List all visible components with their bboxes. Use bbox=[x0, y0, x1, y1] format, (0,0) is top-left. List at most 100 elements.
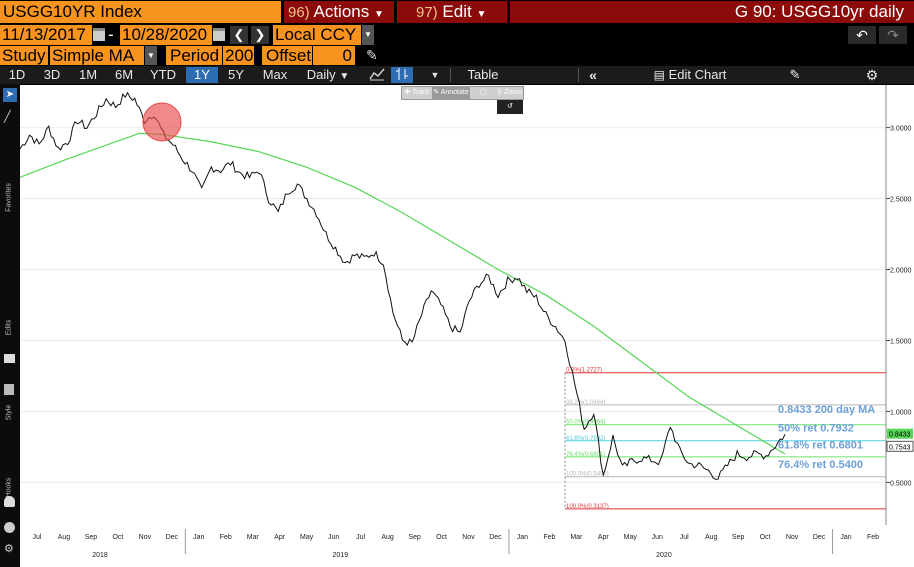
x-tick-label: Jan bbox=[193, 534, 204, 541]
x-tick-label: Mar bbox=[247, 534, 260, 541]
chevron-left-icon: ❮ bbox=[233, 27, 245, 42]
year-label: 2019 bbox=[333, 552, 349, 559]
last-value-flag-price bbox=[886, 440, 914, 452]
fib-level-label: 0.0%(1.2727) bbox=[566, 368, 602, 374]
x-tick-label: Dec bbox=[813, 534, 826, 541]
period-tab-5y[interactable]: 5Y bbox=[228, 67, 244, 82]
period-tab-max[interactable]: Max bbox=[262, 67, 288, 82]
undo-icon: ↶ bbox=[856, 27, 868, 43]
x-tick-label: Apr bbox=[598, 534, 610, 541]
cursor-icon[interactable]: ➤ bbox=[3, 88, 17, 102]
offset-input[interactable]: 0 bbox=[313, 46, 355, 65]
x-tick-label: Jul bbox=[33, 534, 42, 541]
undo-button[interactable]: ↶ bbox=[848, 26, 876, 44]
period-tab-3d[interactable]: 3D bbox=[43, 67, 61, 82]
window-title: G 90: USGG10yr daily bbox=[510, 1, 914, 23]
chevron-down-icon: ▼ bbox=[373, 9, 384, 20]
pencil-icon[interactable]: ✎ bbox=[366, 47, 378, 63]
frequency-select[interactable]: Daily ▼ bbox=[297, 67, 359, 83]
period-tab-1d[interactable]: 1D bbox=[8, 67, 26, 82]
price-chart[interactable]: 0.0%(1.2727) 38.2%(1.0464) 50.0%(0.9064) 61… bbox=[0, 84, 914, 567]
zoom-button[interactable]: ⚲ Zoom bbox=[496, 87, 523, 99]
title-bar: USGG10YR Index 96) Actions ▼ 97) Edit ▼ … bbox=[0, 0, 914, 25]
period-tab-1y[interactable]: 1Y bbox=[186, 67, 218, 83]
draw-line-icon[interactable]: ╱ bbox=[4, 111, 11, 123]
end-date-field[interactable]: 10/28/2020 bbox=[120, 25, 212, 45]
annotate-button[interactable]: ✎ Annotate bbox=[432, 87, 470, 99]
last-value-ma: 0.8433 bbox=[889, 432, 911, 439]
period-label: Period bbox=[166, 46, 222, 65]
search-icon: ⚲ bbox=[497, 89, 503, 96]
plot-area bbox=[20, 85, 886, 525]
x-tick-label: Jun bbox=[652, 534, 663, 541]
frequency-label: Daily bbox=[306, 67, 336, 82]
edit-chart-label: Edit Chart bbox=[668, 67, 727, 82]
study-bar: Study Simple MA ▼ Period 200 Offset 0 ✎ bbox=[0, 46, 914, 66]
y-tick-label: 0.5000 bbox=[890, 480, 912, 487]
annotate-icon: ✎ bbox=[433, 89, 440, 96]
calendar-icon[interactable] bbox=[213, 28, 225, 41]
last-value-price: 0.7543 bbox=[889, 444, 911, 451]
actions-menu[interactable]: 96) Actions ▼ bbox=[284, 1, 394, 23]
x-tick-label: May bbox=[624, 534, 638, 541]
table-button[interactable]: Table bbox=[467, 67, 499, 82]
y-tick-label: 3.0000 bbox=[890, 126, 912, 133]
offset-label: Offset bbox=[262, 46, 312, 65]
study-select[interactable]: Simple MA bbox=[50, 46, 144, 65]
x-tick-label: Jul bbox=[680, 534, 689, 541]
trash-icon[interactable] bbox=[4, 384, 14, 395]
candlestick-icon[interactable] bbox=[391, 67, 413, 83]
calendar-icon[interactable] bbox=[93, 28, 105, 41]
period-input[interactable]: 200 bbox=[223, 46, 254, 65]
next-range-button[interactable]: ❯ bbox=[251, 26, 269, 44]
x-tick-label: Jun bbox=[328, 534, 339, 541]
news-button[interactable]: ▢ News bbox=[470, 87, 496, 108]
annotate-label: Annotate bbox=[440, 89, 469, 96]
track-button[interactable]: ✚ Track bbox=[402, 87, 432, 99]
track-icon: ✚ bbox=[404, 89, 411, 96]
annotation-edit-icon[interactable]: ✎ bbox=[789, 67, 801, 82]
x-tick-label: Mar bbox=[570, 534, 583, 541]
study-dropdown-button[interactable]: ▼ bbox=[145, 46, 157, 65]
fib-level-label: 100.0%(0.3137) bbox=[566, 504, 609, 510]
reset-label: Reset bbox=[500, 117, 520, 124]
chart-type-dropdown[interactable]: ▼ bbox=[426, 67, 444, 83]
ma-annotation: 0.8433 200 day MA bbox=[778, 404, 875, 416]
left-tool-label: Style bbox=[5, 404, 13, 421]
redo-button[interactable]: ↷ bbox=[879, 26, 907, 44]
currency-dropdown-button[interactable]: ▼ bbox=[362, 25, 374, 45]
zoom-label: Zoom bbox=[504, 89, 522, 96]
alert-icon[interactable] bbox=[4, 522, 15, 533]
period-tab-1m[interactable]: 1M bbox=[78, 67, 98, 82]
edit-menu[interactable]: 97) Edit ▼ bbox=[397, 1, 507, 23]
left-tool-label: Edits bbox=[5, 319, 13, 336]
ticker-field[interactable]: USGG10YR Index bbox=[0, 1, 281, 23]
edit-menu-label: Edit bbox=[442, 2, 472, 21]
bell-icon[interactable] bbox=[4, 496, 15, 507]
reset-button[interactable]: ↺ Reset bbox=[497, 100, 523, 124]
x-tick-label: Nov bbox=[462, 534, 475, 541]
currency-select[interactable]: Local CCY bbox=[273, 25, 361, 45]
x-tick-label: May bbox=[300, 534, 314, 541]
study-label: Study bbox=[0, 46, 48, 65]
period-tab-ytd[interactable]: YTD bbox=[150, 67, 176, 82]
chevron-down-icon: ▼ bbox=[364, 30, 372, 39]
date-axis bbox=[20, 525, 914, 567]
edit-chart-button[interactable]: ▤ Edit Chart bbox=[640, 67, 740, 83]
period-tab-6m[interactable]: 6M bbox=[114, 67, 134, 82]
prev-range-button[interactable]: ❮ bbox=[230, 26, 248, 44]
chevron-down-icon: ▼ bbox=[147, 51, 155, 60]
line-chart-icon[interactable] bbox=[366, 67, 388, 83]
x-tick-label: Feb bbox=[220, 534, 232, 541]
fib-level-label: 61.8%(0.7932) bbox=[566, 436, 605, 442]
actions-menu-number: 96) bbox=[288, 4, 310, 21]
x-tick-label: Feb bbox=[867, 534, 879, 541]
gear-icon[interactable]: ⚙ bbox=[865, 67, 879, 83]
start-date-field[interactable]: 11/13/2017 bbox=[0, 25, 92, 45]
settings-icon[interactable]: ⚙ bbox=[4, 543, 14, 555]
eraser-icon[interactable] bbox=[4, 354, 15, 363]
highlight-circle bbox=[142, 102, 182, 142]
x-tick-label: Oct bbox=[436, 534, 447, 541]
collapse-icon[interactable]: « bbox=[589, 67, 597, 83]
fib-level-label: 100.0%(0.5400) bbox=[566, 472, 609, 478]
